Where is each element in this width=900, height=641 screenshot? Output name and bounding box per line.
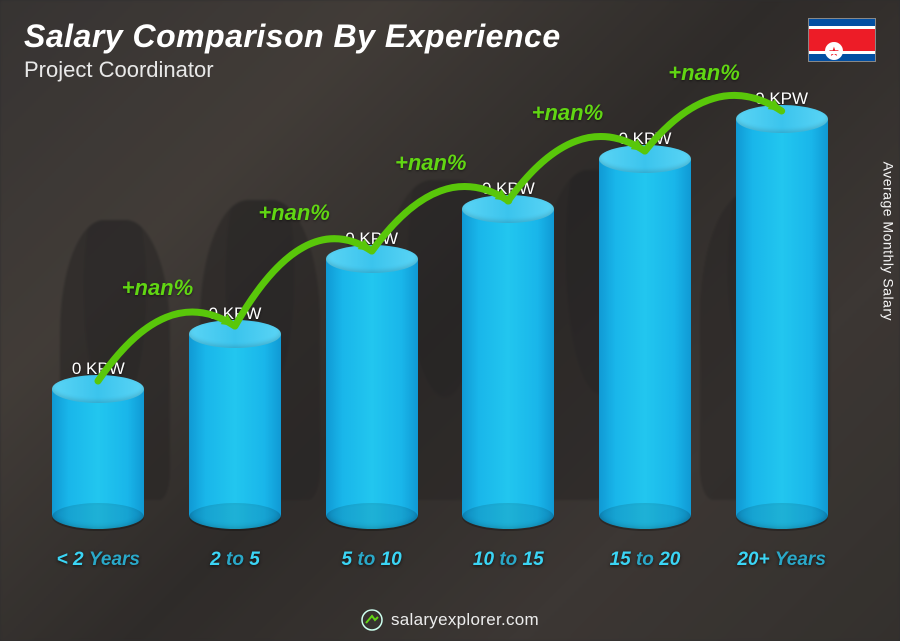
bar-group: 0 KPW10 to 15 — [448, 179, 568, 571]
bar — [462, 209, 554, 529]
header: Salary Comparison By Experience Project … — [24, 18, 876, 83]
x-axis-label: 5 to 10 — [342, 549, 402, 571]
bar-group: 0 KPW2 to 5 — [175, 304, 295, 571]
x-axis-label: 15 to 20 — [610, 549, 681, 571]
bar-group: 0 KPW5 to 10 — [312, 229, 432, 571]
y-axis-label: Average Monthly Salary — [880, 161, 896, 320]
subtitle: Project Coordinator — [24, 57, 561, 83]
x-axis-label: 20+ Years — [737, 549, 826, 571]
x-axis-label: < 2 Years — [57, 549, 140, 571]
main-title: Salary Comparison By Experience — [24, 18, 561, 55]
footer-site: salaryexplorer.com — [391, 610, 539, 630]
bar-group: 0 KPW< 2 Years — [38, 359, 158, 571]
bar — [189, 334, 281, 529]
x-axis-label: 10 to 15 — [473, 549, 544, 571]
bar-group: 0 KPW20+ Years — [722, 89, 842, 571]
bar-group: 0 KPW15 to 20 — [585, 129, 705, 571]
logo-icon — [361, 609, 383, 631]
title-block: Salary Comparison By Experience Project … — [24, 18, 561, 83]
chart-area: 0 KPW< 2 Years0 KPW2 to 50 KPW5 to 100 K… — [30, 110, 850, 571]
x-axis-label: 2 to 5 — [210, 549, 260, 571]
bar — [736, 119, 828, 529]
flag-icon: ★ — [808, 18, 876, 62]
bar — [599, 159, 691, 529]
bar — [326, 259, 418, 529]
bar — [52, 389, 144, 529]
footer: salaryexplorer.com — [0, 609, 900, 631]
